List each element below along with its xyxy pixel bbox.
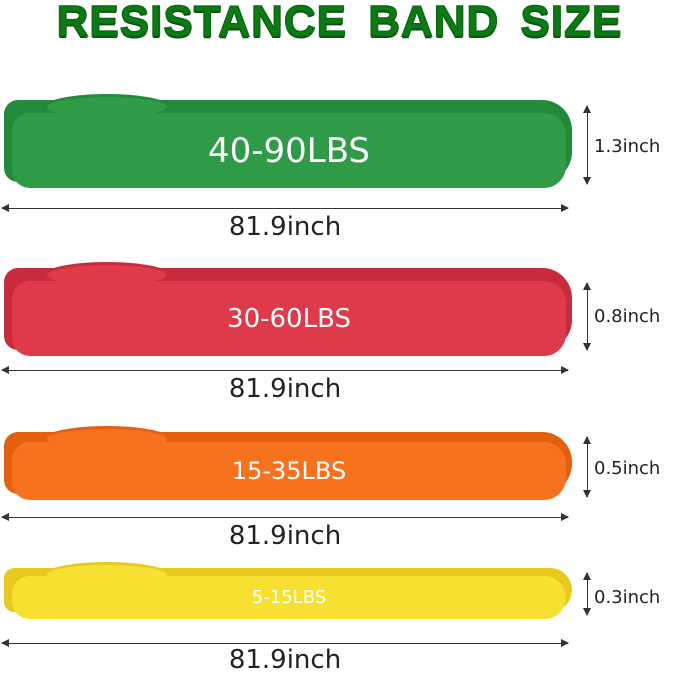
- band-body: 5-15LBS: [12, 576, 566, 619]
- length-label: 81.9inch: [228, 645, 342, 675]
- width-arrow: [583, 282, 591, 351]
- length-label: 81.9inch: [228, 521, 342, 551]
- width-label: 1.3inch: [594, 136, 661, 157]
- length-arrow: [1, 639, 569, 647]
- band-40-90lbs: 40-90LBS: [4, 94, 574, 188]
- width-arrow: [583, 436, 591, 498]
- width-label: 0.8inch: [594, 306, 661, 327]
- band-15-35lbs: 15-35LBS: [4, 426, 574, 500]
- length-arrow: [1, 366, 569, 374]
- width-label: 0.5inch: [594, 458, 661, 479]
- width-arrow: [583, 572, 591, 616]
- width-label: 0.3inch: [594, 587, 661, 608]
- resistance-label: 15-35LBS: [231, 457, 347, 485]
- resistance-label: 5-15LBS: [251, 587, 327, 608]
- length-label: 81.9inch: [228, 212, 342, 242]
- band-5-15lbs: 5-15LBS: [4, 562, 574, 619]
- band-body: 15-35LBS: [12, 442, 566, 500]
- length-arrow: [1, 204, 569, 212]
- resistance-label: 40-90LBS: [207, 130, 371, 171]
- band-body: 30-60LBS: [12, 281, 566, 356]
- resistance-label: 30-60LBS: [227, 303, 351, 334]
- length-arrow: [1, 513, 569, 521]
- page-title: RESISTANCE BAND SIZE: [56, 0, 623, 46]
- width-arrow: [583, 105, 591, 185]
- band-body: 40-90LBS: [12, 113, 566, 188]
- band-30-60lbs: 30-60LBS: [4, 262, 574, 356]
- length-label: 81.9inch: [228, 374, 342, 404]
